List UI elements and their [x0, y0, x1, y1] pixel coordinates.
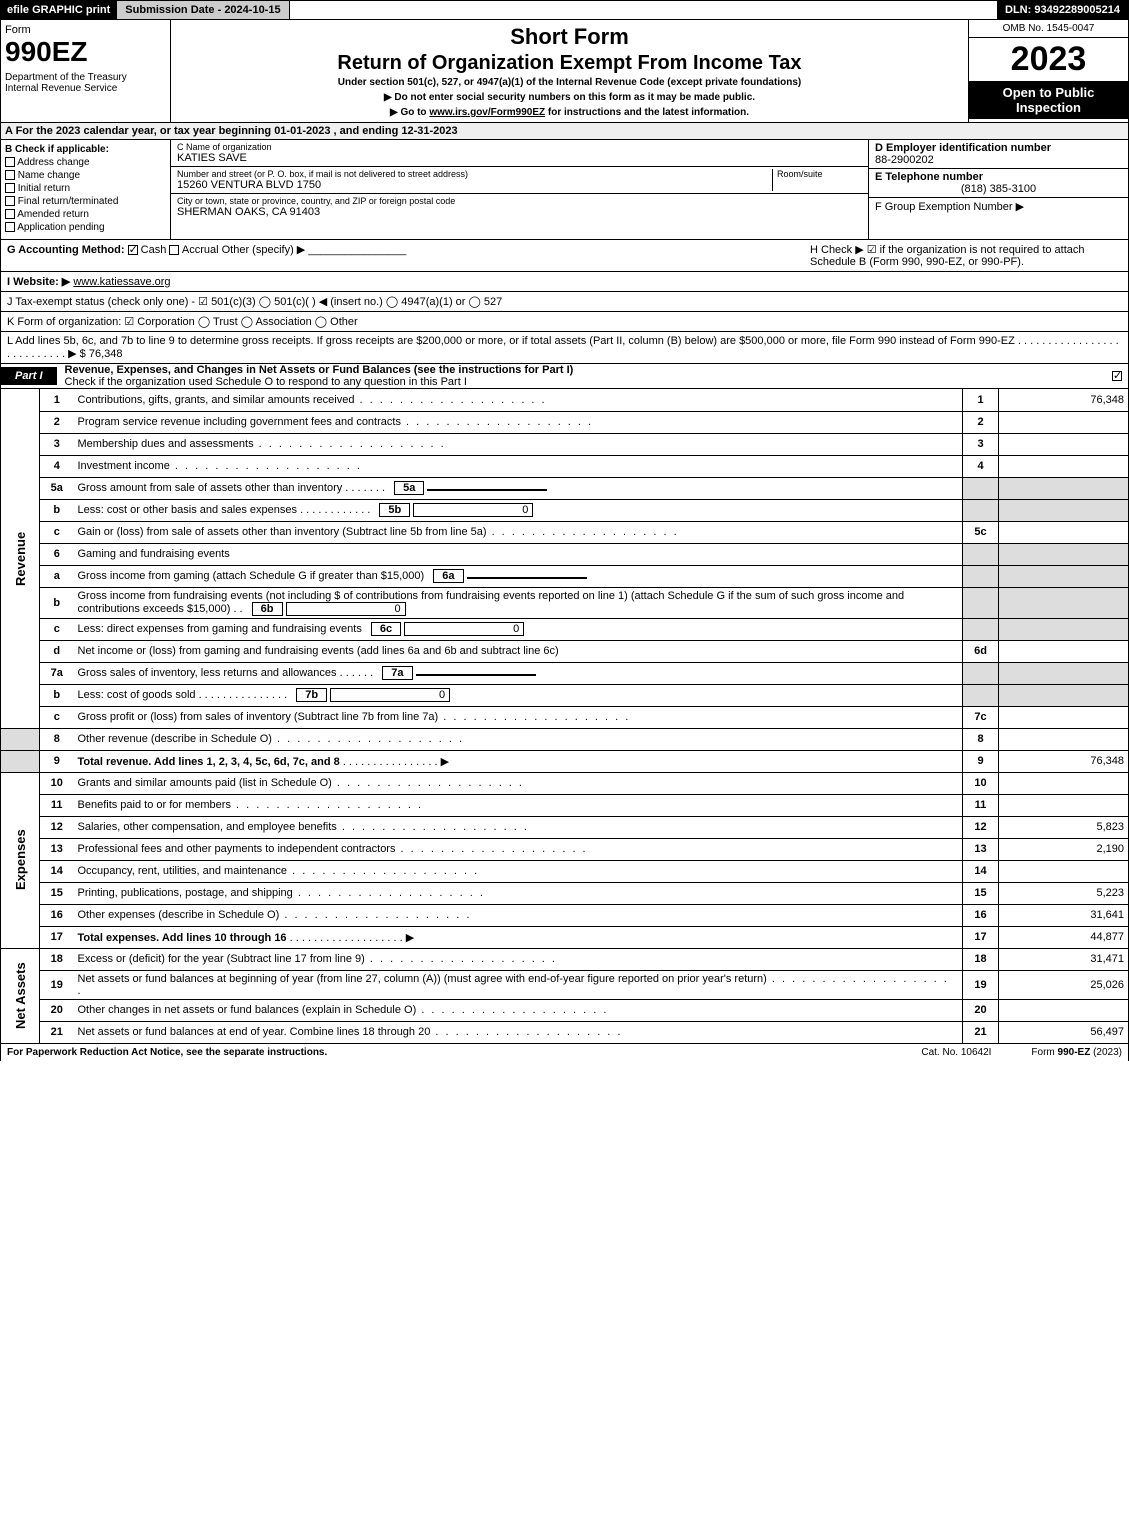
header-right: OMB No. 1545-0047 2023 Open to Public In…	[968, 20, 1128, 122]
line-14-desc: Occupancy, rent, utilities, and maintena…	[74, 860, 963, 882]
line-21-amt: 56,497	[999, 1021, 1129, 1043]
line-6d-desc: Net income or (loss) from gaming and fun…	[74, 640, 963, 662]
col-b-title: B Check if applicable:	[5, 144, 109, 155]
tax-year: 2023	[969, 38, 1128, 81]
line-6-desc: Gaming and fundraising events	[74, 543, 963, 565]
subtitle: Under section 501(c), 527, or 4947(a)(1)…	[179, 77, 960, 88]
row-a-tax-year: A For the 2023 calendar year, or tax yea…	[0, 123, 1129, 140]
check-cash[interactable]	[128, 245, 138, 255]
street-value: 15260 VENTURA BLVD 1750	[177, 179, 772, 191]
header-left: Form 990EZ Department of the Treasury In…	[1, 20, 171, 122]
line-9-amt: 76,348	[999, 750, 1129, 772]
street-label: Number and street (or P. O. box, if mail…	[177, 169, 772, 179]
ein-label: D Employer identification number	[875, 142, 1051, 154]
omb-number: OMB No. 1545-0047	[969, 20, 1128, 38]
section-k: K Form of organization: ☑ Corporation ◯ …	[0, 312, 1129, 332]
submission-date: Submission Date - 2024-10-15	[116, 1, 289, 19]
line-21-desc: Net assets or fund balances at end of ye…	[74, 1021, 963, 1043]
form-word: Form	[5, 24, 166, 36]
revenue-sidelabel: Revenue	[1, 389, 40, 728]
group-exemption-label: F Group Exemption Number ▶	[875, 201, 1024, 213]
check-final-return[interactable]: Final return/terminated	[5, 196, 166, 207]
line-10-desc: Grants and similar amounts paid (list in…	[74, 772, 963, 794]
check-application-pending[interactable]: Application pending	[5, 222, 166, 233]
netassets-sidelabel: Net Assets	[1, 948, 40, 1043]
accounting-method-label: G Accounting Method:	[7, 244, 125, 256]
instruction-1: ▶ Do not enter social security numbers o…	[179, 92, 960, 103]
check-initial-return[interactable]: Initial return	[5, 183, 166, 194]
col-def: D Employer identification number 88-2900…	[868, 140, 1128, 239]
city-value: SHERMAN OAKS, CA 91403	[177, 206, 862, 218]
line-8-desc: Other revenue (describe in Schedule O)	[74, 728, 963, 750]
line-15-amt: 5,223	[999, 882, 1129, 904]
ein-value: 88-2900202	[875, 154, 1122, 166]
footer-left: For Paperwork Reduction Act Notice, see …	[7, 1047, 327, 1058]
expenses-sidelabel: Expenses	[1, 772, 40, 948]
col-b-checkboxes: B Check if applicable: Address change Na…	[1, 140, 171, 239]
line-19-desc: Net assets or fund balances at beginning…	[74, 970, 963, 999]
line-3-desc: Membership dues and assessments	[74, 433, 963, 455]
department-label: Department of the Treasury Internal Reve…	[5, 72, 166, 94]
header-center: Short Form Return of Organization Exempt…	[171, 20, 968, 122]
website-label: I Website: ▶	[7, 276, 70, 288]
org-name: KATIES SAVE	[177, 152, 862, 164]
instruction-2: ▶ Go to www.irs.gov/Form990EZ for instru…	[179, 107, 960, 118]
section-g-h: G Accounting Method: Cash Accrual Other …	[0, 240, 1129, 272]
line-19-amt: 25,026	[999, 970, 1129, 999]
part-1-badge: Part I	[1, 367, 57, 385]
line-15-desc: Printing, publications, postage, and shi…	[74, 882, 963, 904]
line-1-desc: Contributions, gifts, grants, and simila…	[74, 389, 963, 411]
website-link[interactable]: www.katiessave.org	[73, 276, 170, 288]
line-20-desc: Other changes in net assets or fund bala…	[74, 999, 963, 1021]
line-12-desc: Salaries, other compensation, and employ…	[74, 816, 963, 838]
check-amended-return[interactable]: Amended return	[5, 209, 166, 220]
line-17-amt: 44,877	[999, 926, 1129, 948]
gross-receipts: 76,348	[89, 348, 123, 360]
footer-catno: Cat. No. 10642I	[921, 1047, 991, 1058]
footer-form: Form 990-EZ (2023)	[1031, 1047, 1122, 1058]
top-bar: efile GRAPHIC print Submission Date - 20…	[0, 0, 1129, 20]
part-1-title: Revenue, Expenses, and Changes in Net As…	[57, 364, 1112, 388]
lines-table: Revenue 1Contributions, gifts, grants, a…	[0, 389, 1129, 1044]
room-label: Room/suite	[777, 169, 862, 179]
line-5c-desc: Gain or (loss) from sale of assets other…	[74, 521, 963, 543]
page-footer: For Paperwork Reduction Act Notice, see …	[0, 1044, 1129, 1061]
section-l: L Add lines 5b, 6c, and 7b to line 9 to …	[0, 332, 1129, 364]
city-label: City or town, state or province, country…	[177, 196, 862, 206]
form-header: Form 990EZ Department of the Treasury In…	[0, 20, 1129, 123]
line-2-desc: Program service revenue including govern…	[74, 411, 963, 433]
check-accrual[interactable]	[169, 245, 179, 255]
line-13-desc: Professional fees and other payments to …	[74, 838, 963, 860]
line-16-desc: Other expenses (describe in Schedule O)	[74, 904, 963, 926]
form-number: 990EZ	[5, 36, 166, 68]
line-7c-desc: Gross profit or (loss) from sales of inv…	[74, 706, 963, 728]
line-1-amt: 76,348	[999, 389, 1129, 411]
section-i: I Website: ▶ www.katiessave.org	[0, 272, 1129, 292]
dln-label: DLN: 93492289005214	[997, 1, 1128, 19]
efile-label[interactable]: efile GRAPHIC print	[1, 1, 116, 19]
return-title: Return of Organization Exempt From Incom…	[179, 52, 960, 75]
line-13-amt: 2,190	[999, 838, 1129, 860]
short-form-title: Short Form	[179, 24, 960, 50]
section-h: H Check ▶ ☑ if the organization is not r…	[802, 243, 1122, 268]
line-11-desc: Benefits paid to or for members	[74, 794, 963, 816]
part-1-check[interactable]	[1112, 370, 1128, 382]
part-1-header: Part I Revenue, Expenses, and Changes in…	[0, 364, 1129, 389]
check-address-change[interactable]: Address change	[5, 157, 166, 168]
col-c-org-info: C Name of organization KATIES SAVE Numbe…	[171, 140, 868, 239]
org-name-label: C Name of organization	[177, 142, 862, 152]
inspection-badge: Open to Public Inspection	[969, 81, 1128, 119]
line-4-desc: Investment income	[74, 455, 963, 477]
phone-label: E Telephone number	[875, 171, 983, 183]
check-name-change[interactable]: Name change	[5, 170, 166, 181]
line-18-desc: Excess or (deficit) for the year (Subtra…	[74, 948, 963, 970]
irs-link[interactable]: www.irs.gov/Form990EZ	[429, 107, 545, 118]
phone-value: (818) 385-3100	[875, 183, 1122, 195]
line-18-amt: 31,471	[999, 948, 1129, 970]
info-block: B Check if applicable: Address change Na…	[0, 140, 1129, 240]
line-12-amt: 5,823	[999, 816, 1129, 838]
section-j: J Tax-exempt status (check only one) - ☑…	[0, 292, 1129, 312]
line-16-amt: 31,641	[999, 904, 1129, 926]
